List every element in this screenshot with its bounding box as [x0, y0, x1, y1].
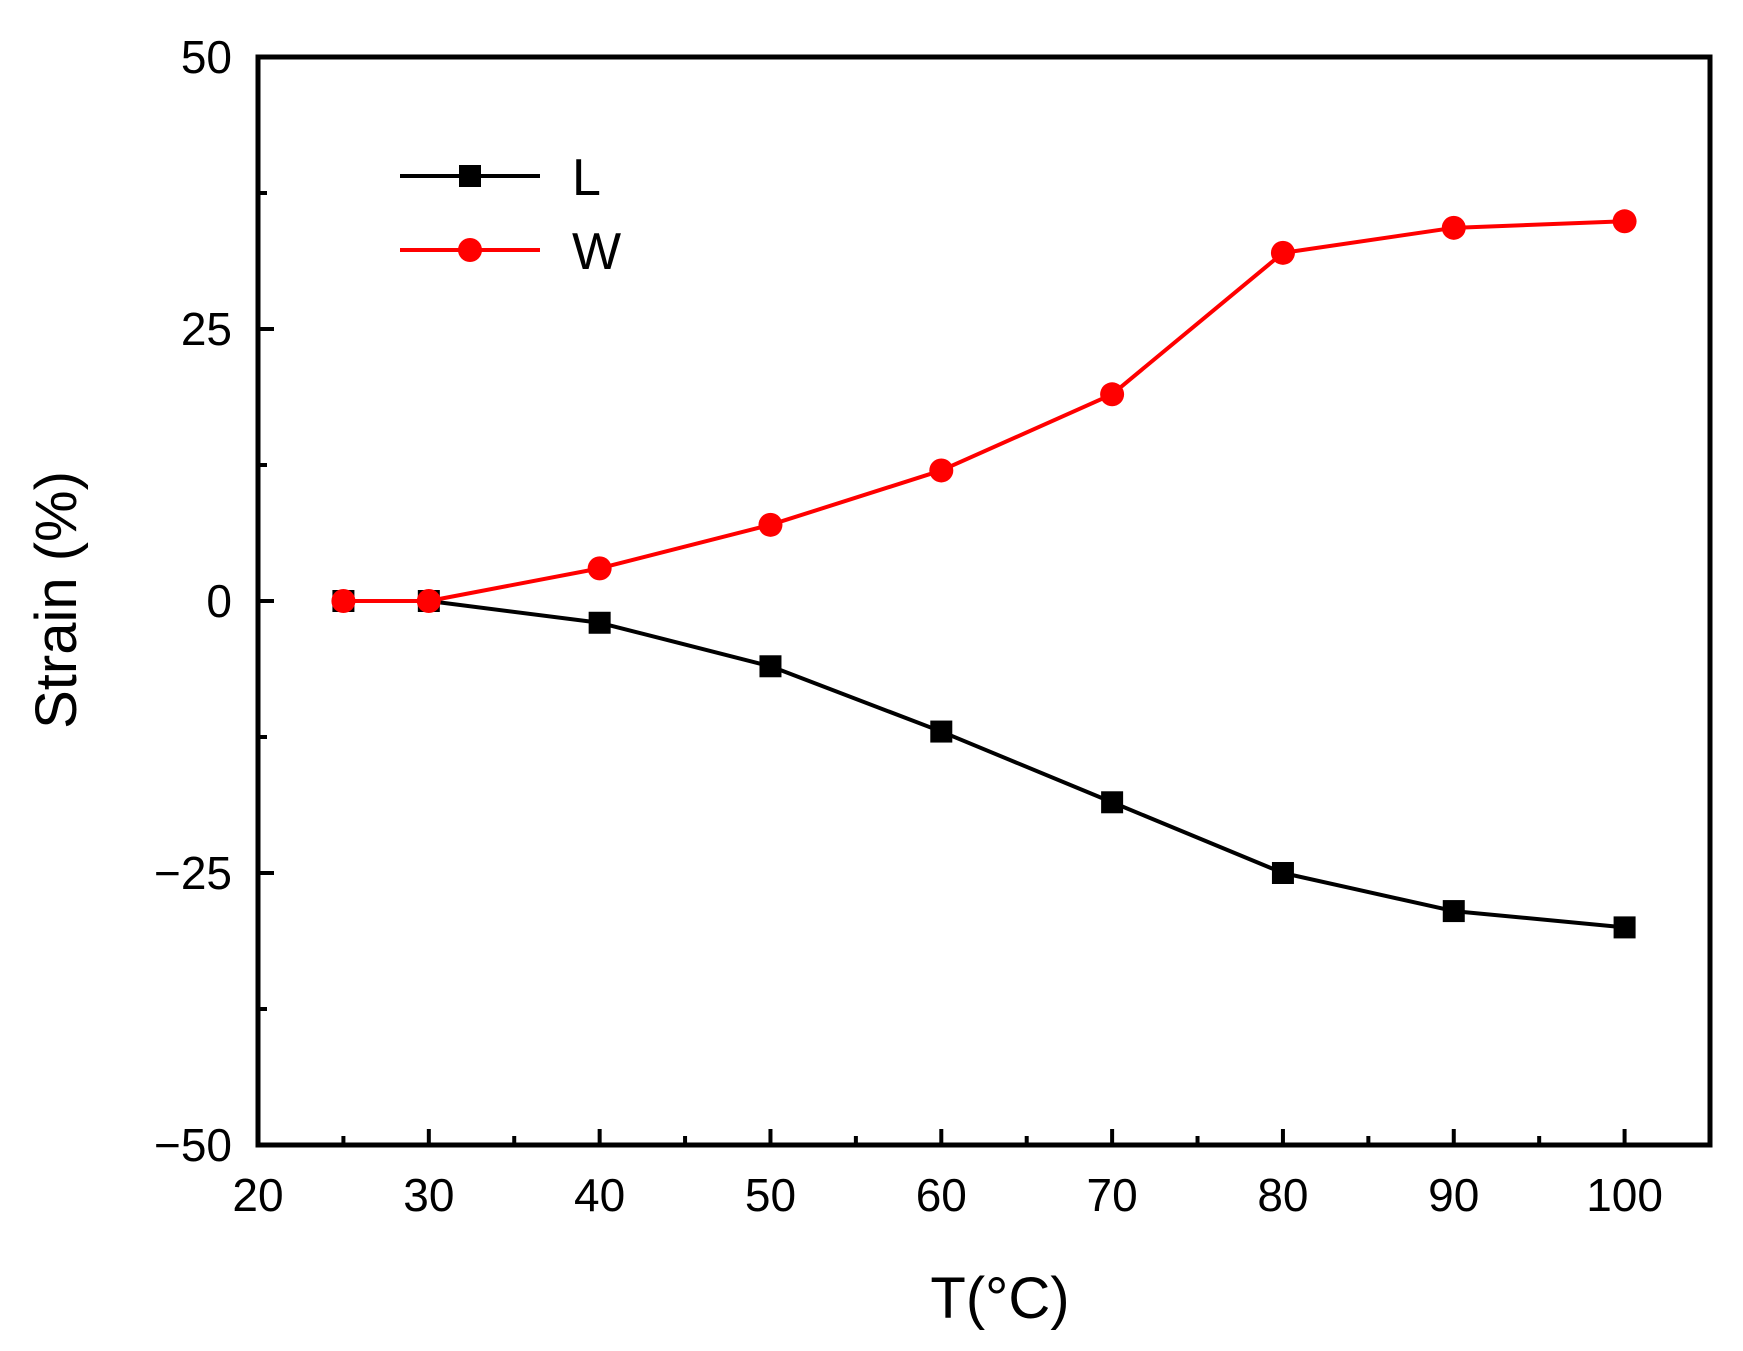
legend-marker-L — [459, 165, 481, 187]
x-tick-label: 30 — [403, 1169, 454, 1221]
legend-marker-W — [458, 238, 482, 262]
x-tick-label: 90 — [1428, 1169, 1479, 1221]
y-axis-title: Strain (%) — [24, 471, 89, 729]
y-tick-label: −25 — [154, 847, 232, 899]
axes: 20 30 40 50 60 70 80 90 100 −50 −25 0 25 50 — [154, 31, 1713, 1221]
data-point-L — [759, 655, 782, 678]
data-point-W — [758, 512, 783, 537]
y-tick-label: −50 — [154, 1119, 232, 1171]
data-point-L — [930, 720, 953, 743]
x-tick-label: 70 — [1087, 1169, 1138, 1221]
legend-item-L: L — [400, 149, 601, 207]
data-point-L — [588, 611, 611, 634]
series-group — [331, 209, 1637, 939]
plot-frame — [255, 54, 1713, 1148]
y-tick-label: 25 — [181, 303, 232, 355]
data-point-W — [587, 556, 612, 581]
legend-label-L: L — [572, 149, 601, 207]
series-line-L — [343, 599, 1625, 930]
data-point-L — [1271, 862, 1294, 884]
x-tick-label: 100 — [1586, 1169, 1663, 1221]
series-line-W — [343, 219, 1625, 603]
legend: LW — [400, 149, 621, 281]
data-point-W — [1612, 209, 1637, 234]
data-point-W — [1270, 240, 1295, 265]
legend-item-W: W — [400, 223, 621, 281]
data-point-W — [416, 589, 441, 613]
series-W — [331, 209, 1637, 613]
x-tick-label: 80 — [1257, 1169, 1308, 1221]
legend-label-W: W — [572, 223, 621, 281]
x-tick-label: 40 — [574, 1169, 625, 1221]
y-tick-label: 50 — [181, 31, 232, 83]
x-axis-title: T(°C) — [930, 1266, 1069, 1331]
data-point-L — [1613, 916, 1636, 939]
data-point-W — [929, 458, 954, 483]
x-tick-label: 20 — [232, 1169, 283, 1221]
y-tick-label: 0 — [206, 575, 232, 627]
data-point-W — [1441, 215, 1466, 240]
data-point-L — [1101, 791, 1124, 814]
data-point-L — [1442, 900, 1465, 923]
x-tick-label: 60 — [916, 1169, 967, 1221]
data-point-W — [331, 589, 356, 613]
x-tick-label: 50 — [745, 1169, 796, 1221]
series-L — [332, 590, 1636, 939]
data-point-W — [1100, 382, 1125, 407]
